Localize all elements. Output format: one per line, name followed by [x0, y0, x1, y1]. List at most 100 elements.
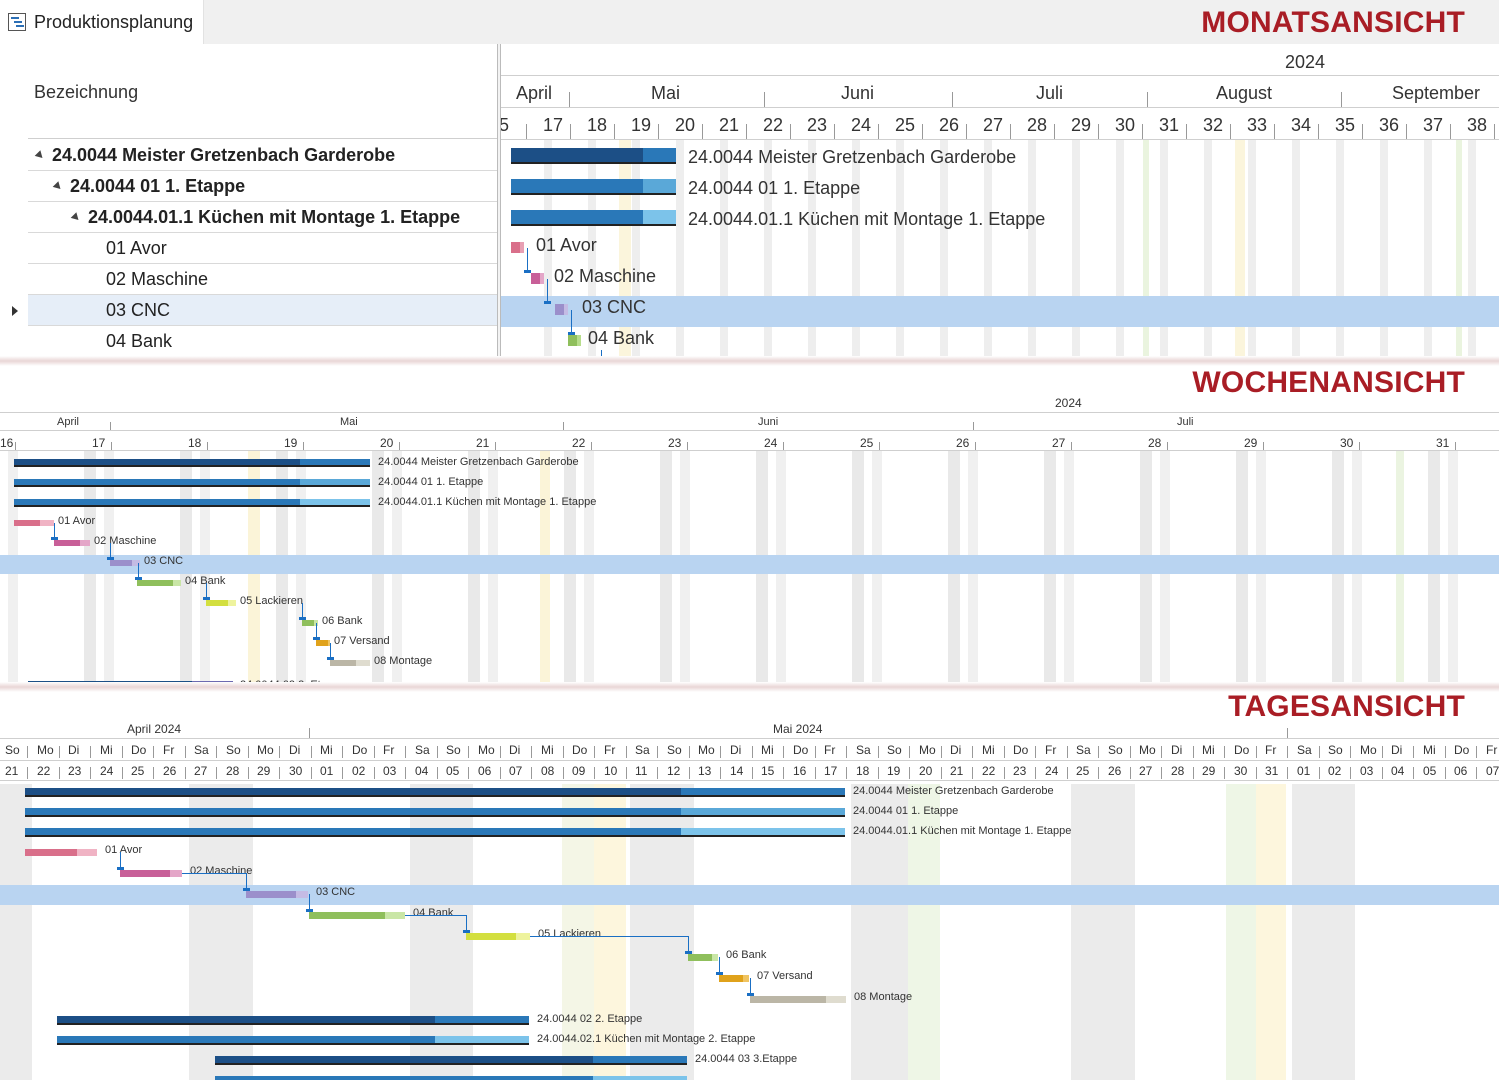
day-label: 06	[1454, 764, 1468, 778]
task-bar[interactable]	[120, 870, 182, 877]
tab-bar	[0, 0, 1499, 44]
collapse-arrow-icon[interactable]	[70, 211, 82, 223]
day-tick	[1067, 767, 1068, 779]
task-bar[interactable]	[302, 620, 318, 626]
task-bar[interactable]	[555, 304, 568, 315]
day-label: 03	[383, 764, 397, 778]
day-label: 25	[131, 764, 145, 778]
bar-label: 24.0044.01.1 Küchen mit Montage 1. Etapp…	[688, 209, 1046, 229]
day-tick	[311, 767, 312, 779]
summary-bar[interactable]	[511, 210, 676, 226]
summary-bar[interactable]	[511, 148, 676, 164]
summary-bar[interactable]	[25, 808, 845, 817]
task-bar[interactable]	[54, 540, 90, 546]
week-label: 19	[631, 115, 652, 135]
summary-bar[interactable]	[25, 788, 845, 797]
collapse-arrow-icon[interactable]	[52, 180, 64, 192]
weekday-label: Fr	[1486, 743, 1498, 757]
day-tick	[941, 767, 942, 779]
summary-bar-progress	[511, 148, 643, 162]
grid-row[interactable]: 02 Maschine	[28, 264, 498, 295]
month-label: Mai	[340, 416, 358, 428]
dependency-arrow	[107, 557, 114, 560]
day-label: 06	[478, 764, 492, 778]
summary-bar[interactable]	[14, 479, 370, 487]
summary-bar[interactable]	[14, 499, 370, 507]
grid-row[interactable]: 24.0044 Meister Gretzenbach Garderobe	[28, 140, 498, 171]
grid-row-label: 24.0044 01 1. Etappe	[70, 175, 246, 196]
weekend-column	[1424, 139, 1432, 362]
collapse-arrow-icon[interactable]	[34, 149, 46, 161]
week-label: 19	[284, 436, 298, 450]
task-bar[interactable]	[750, 996, 846, 1003]
task-bar[interactable]	[466, 933, 530, 940]
week-gantt-chart: 2024 April Mai Juni Juli 16 17 18 19 20 21 22 23 24 25…	[0, 392, 1499, 688]
task-bar[interactable]	[688, 954, 718, 961]
week-tick	[783, 442, 784, 450]
task-bar[interactable]	[531, 273, 544, 284]
weekend-column	[1143, 139, 1149, 362]
summary-bar-progress	[14, 459, 300, 465]
task-bar[interactable]	[511, 242, 524, 253]
summary-bar[interactable]	[57, 1036, 529, 1045]
panel-splitter[interactable]	[497, 44, 501, 362]
summary-bar[interactable]	[57, 1016, 529, 1025]
week-tick	[966, 124, 967, 139]
column-header-bezeichnung[interactable]: Bezeichnung	[28, 44, 498, 139]
grid-row[interactable]: 24.0044 01 1. Etappe	[28, 171, 498, 202]
month-label: April	[57, 416, 80, 428]
day-tick	[1067, 746, 1068, 758]
summary-bar-progress	[25, 828, 681, 835]
week-label: 38	[1467, 115, 1488, 135]
weekday-label: So	[5, 743, 20, 757]
task-bar[interactable]	[206, 600, 236, 606]
task-bar-progress	[466, 933, 516, 940]
task-bar[interactable]	[316, 640, 330, 646]
summary-bar[interactable]	[215, 1076, 687, 1080]
grid-row[interactable]: 04 Bank	[28, 326, 498, 357]
task-bar[interactable]	[137, 580, 181, 586]
day-tick	[689, 746, 690, 758]
task-bar[interactable]	[719, 975, 749, 982]
dependency-line	[530, 936, 689, 937]
week-tick	[878, 124, 879, 139]
task-bar[interactable]	[25, 849, 97, 856]
grid-row[interactable]: 01 Avor	[28, 233, 498, 264]
month-tick	[563, 422, 564, 430]
day-tick	[846, 746, 847, 758]
bar-label: 04 Bank	[413, 907, 454, 919]
task-bar-progress	[719, 975, 743, 982]
day-tick	[941, 746, 942, 758]
task-bar-progress	[309, 912, 385, 919]
week-label: 16	[0, 436, 14, 450]
grid-row[interactable]: 24.0044.01.1 Küchen mit Montage 1. Etapp…	[28, 202, 498, 233]
day-label: 27	[1139, 764, 1153, 778]
week-tick	[1362, 124, 1363, 139]
grid-row[interactable]: 03 CNC	[28, 295, 498, 326]
day-tick	[783, 746, 784, 758]
summary-bar[interactable]	[14, 459, 370, 467]
dependency-line	[688, 936, 689, 954]
task-bar[interactable]	[246, 891, 308, 898]
dependency-arrow	[685, 951, 692, 954]
weekday-label: Mo	[478, 743, 495, 757]
summary-bar[interactable]	[511, 179, 676, 195]
dependency-arrow	[568, 332, 575, 335]
week-label: 18	[188, 436, 202, 450]
summary-bar-progress	[14, 499, 300, 505]
task-bar[interactable]	[110, 560, 140, 566]
task-bar[interactable]	[14, 520, 54, 526]
day-tick	[1476, 767, 1477, 779]
summary-bar[interactable]	[215, 1056, 687, 1065]
weekday-label: Sa	[194, 743, 209, 757]
week-tick	[879, 442, 880, 450]
task-bar[interactable]	[330, 660, 370, 666]
weekday-label: Do	[572, 743, 588, 757]
task-bar[interactable]	[309, 912, 405, 919]
summary-bar[interactable]	[25, 828, 845, 837]
weekday-label: Di	[730, 743, 742, 757]
task-bar[interactable]	[568, 335, 581, 346]
summary-bar-progress	[25, 808, 681, 815]
tab-produktionsplanung[interactable]: Produktionsplanung	[0, 0, 204, 44]
week-label: 5	[501, 115, 510, 135]
